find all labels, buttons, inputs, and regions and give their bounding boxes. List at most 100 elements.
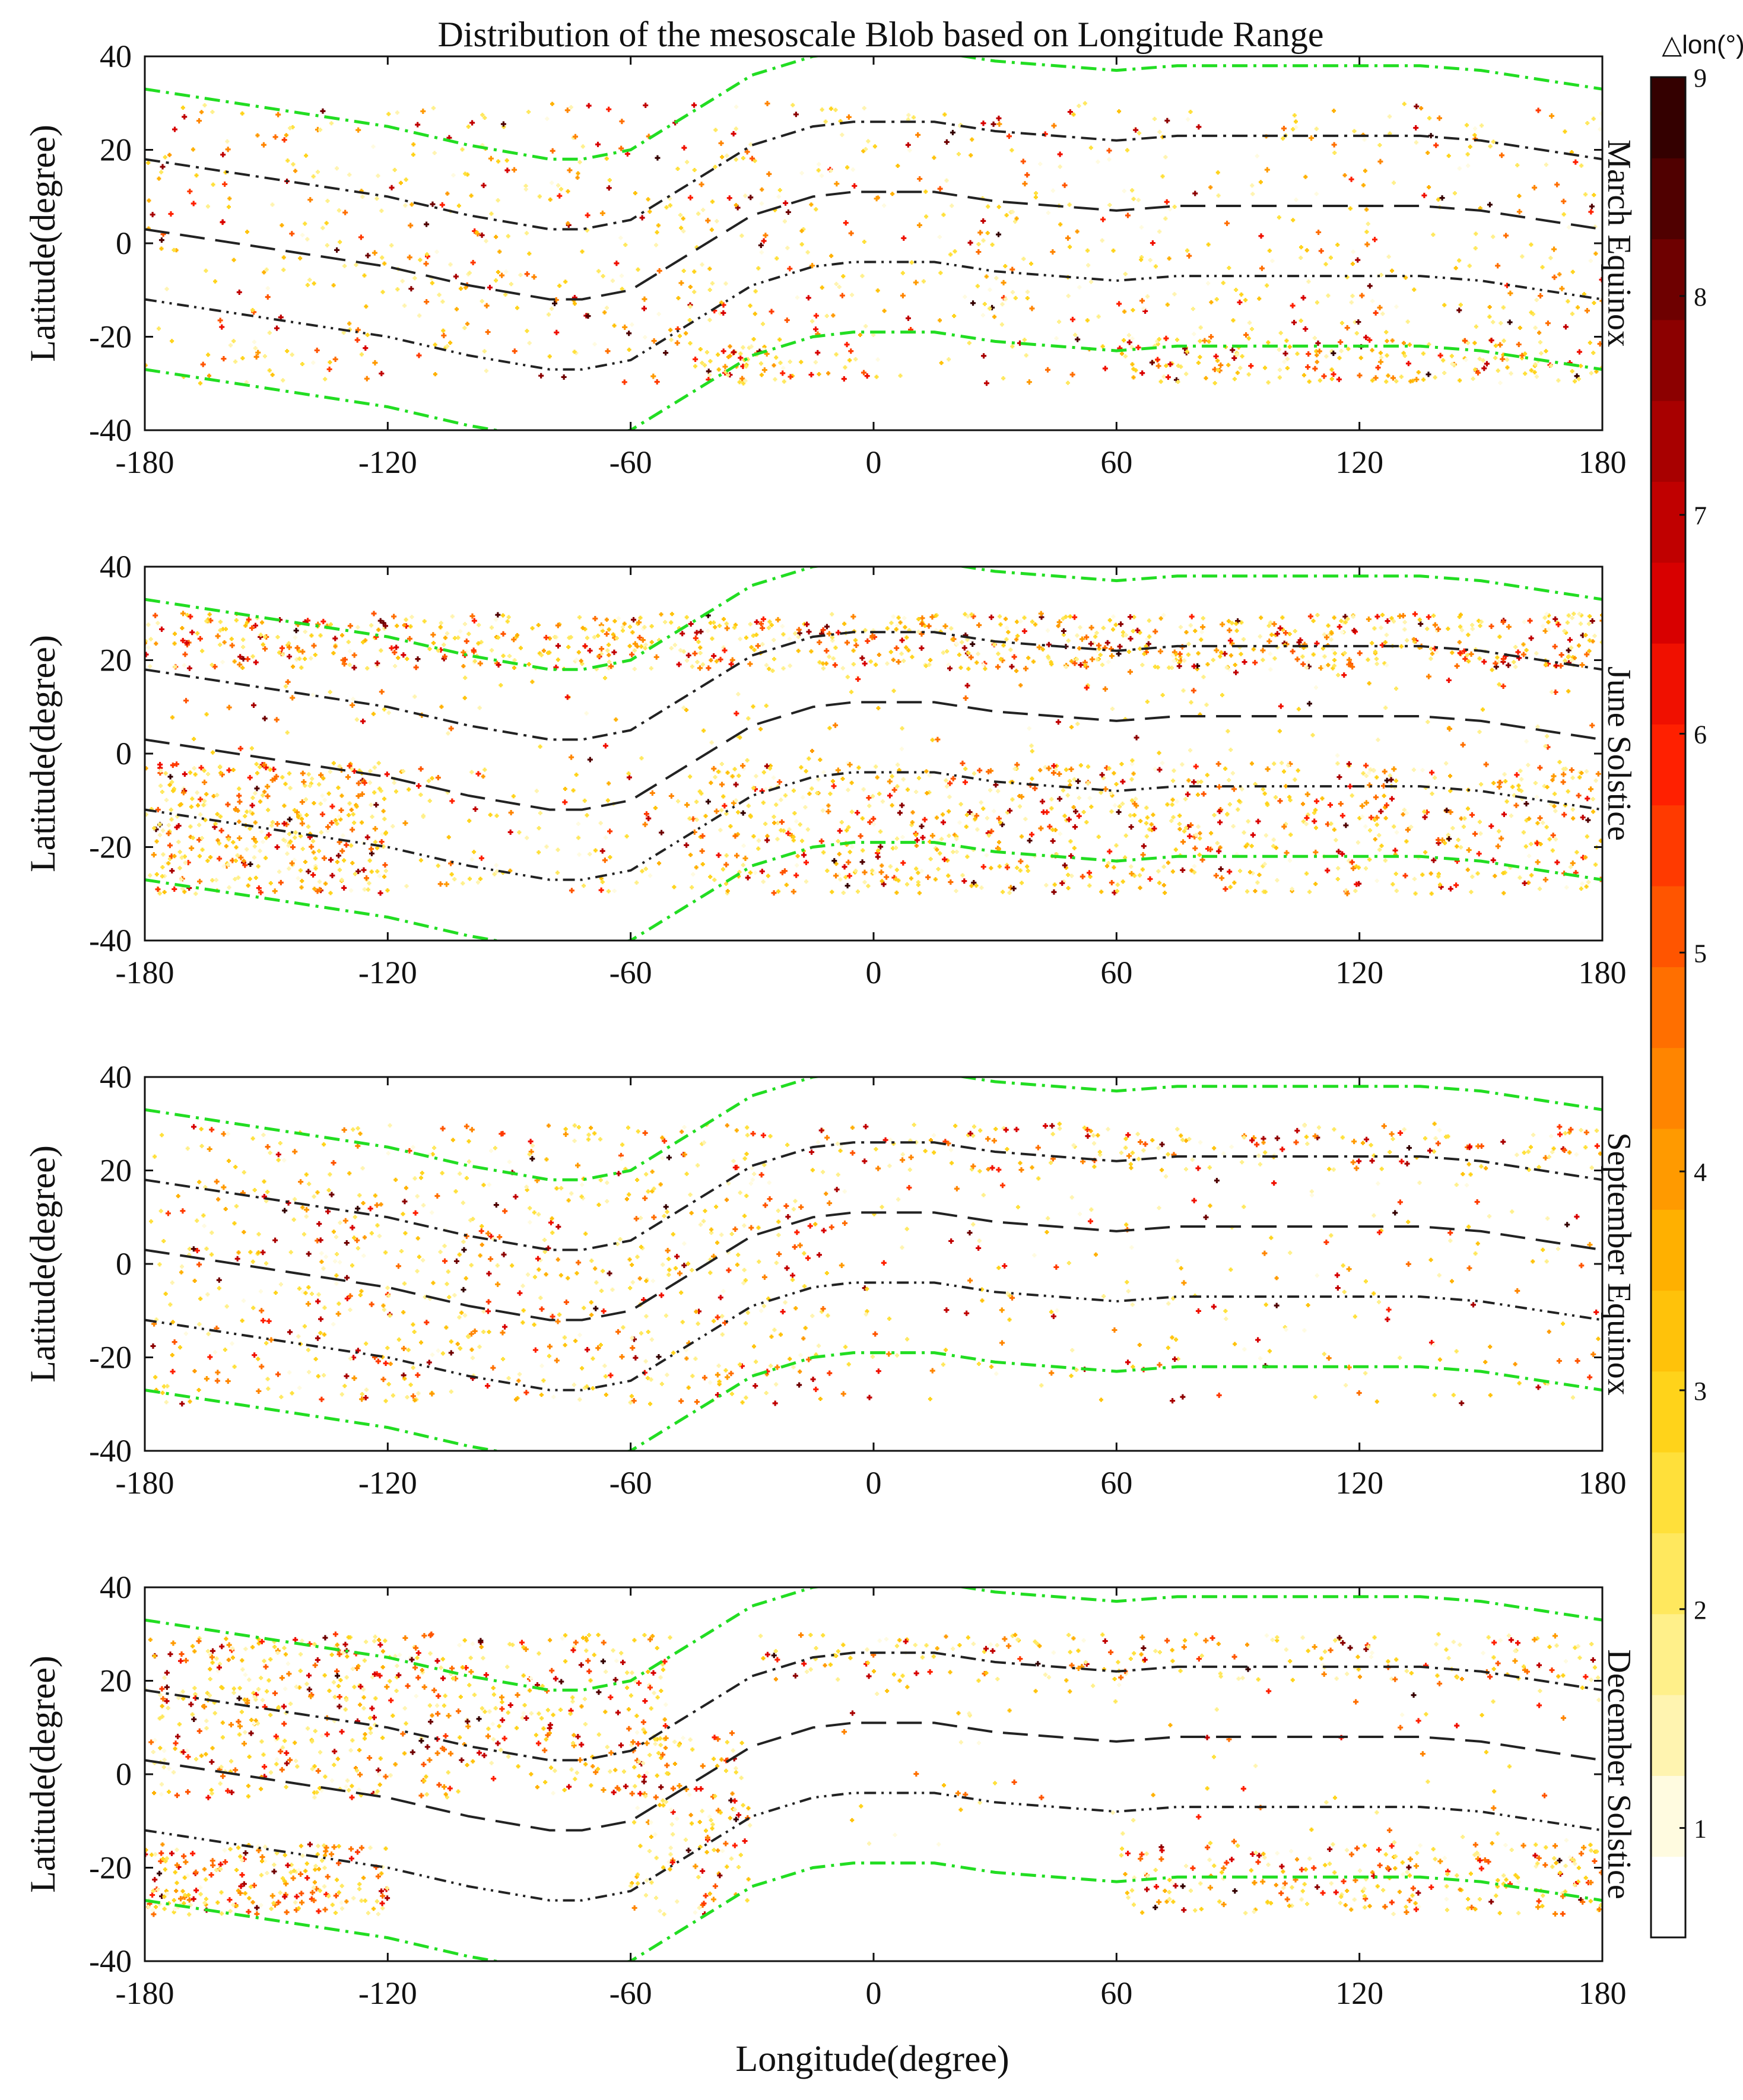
data-point	[499, 683, 503, 688]
data-point	[1263, 1150, 1268, 1155]
data-point	[866, 1394, 872, 1400]
data-point	[1170, 653, 1175, 658]
data-point	[1261, 1140, 1266, 1145]
data-point	[482, 116, 487, 120]
data-point	[315, 1298, 321, 1304]
data-point	[1495, 655, 1500, 660]
data-point	[424, 299, 430, 305]
data-point	[1314, 798, 1320, 804]
data-point	[669, 338, 674, 342]
data-point	[1498, 835, 1504, 841]
data-point	[648, 1402, 653, 1406]
data-point	[966, 666, 971, 671]
data-point	[1517, 1381, 1522, 1386]
data-point	[894, 645, 900, 651]
data-point	[404, 884, 409, 888]
data-point	[163, 771, 168, 776]
data-point	[231, 258, 236, 262]
data-point	[1179, 1266, 1183, 1270]
y-tick-label: -40	[89, 923, 132, 958]
data-point	[347, 763, 353, 769]
data-point	[1171, 658, 1176, 663]
data-point	[447, 1295, 452, 1300]
data-point	[1316, 348, 1322, 354]
data-point	[1170, 802, 1174, 807]
data-point	[369, 1231, 374, 1235]
data-point	[731, 800, 736, 806]
data-point	[1266, 340, 1271, 345]
y-tick-label: 40	[100, 549, 132, 584]
data-point	[459, 1310, 464, 1315]
data-point	[1350, 1159, 1356, 1165]
data-point	[1404, 1161, 1410, 1167]
data-point	[1350, 865, 1356, 871]
data-point	[1515, 1288, 1520, 1294]
data-point	[1031, 659, 1036, 664]
data-point	[700, 662, 705, 667]
data-point	[678, 212, 683, 217]
data-point	[684, 615, 689, 619]
data-point	[1235, 370, 1240, 375]
data-point	[669, 612, 674, 617]
data-point	[1544, 1259, 1549, 1264]
data-point	[259, 1364, 265, 1370]
data-point	[759, 250, 764, 255]
data-point	[1131, 308, 1135, 313]
data-point	[1425, 614, 1431, 620]
data-point	[1092, 1141, 1097, 1146]
data-point	[383, 623, 389, 629]
data-point	[809, 202, 814, 207]
data-point	[1104, 864, 1109, 869]
data-point	[1412, 876, 1417, 881]
data-point	[1589, 1165, 1594, 1170]
data-point	[287, 831, 292, 836]
data-point	[1436, 874, 1441, 879]
data-point	[461, 1240, 466, 1244]
data-point	[1501, 338, 1506, 343]
data-point	[809, 748, 814, 753]
data-point	[164, 287, 169, 291]
data-point	[508, 809, 514, 815]
data-point	[1550, 833, 1556, 838]
data-point	[250, 308, 255, 313]
data-point	[390, 824, 395, 829]
data-point	[1561, 812, 1567, 818]
reference-line	[145, 120, 1602, 231]
data-point	[1075, 722, 1080, 726]
data-point	[779, 828, 783, 833]
data-point	[1255, 154, 1259, 158]
data-point	[698, 347, 703, 351]
data-point	[1250, 871, 1255, 876]
data-point	[1046, 628, 1050, 633]
data-point	[1215, 841, 1220, 846]
data-point	[1300, 654, 1305, 659]
data-point	[227, 205, 231, 209]
data-point	[1313, 849, 1319, 855]
data-point	[1453, 882, 1459, 888]
data-point	[285, 158, 290, 163]
data-point	[160, 865, 165, 869]
data-point	[719, 781, 725, 787]
data-point	[866, 795, 872, 801]
data-point	[759, 1308, 764, 1313]
data-point	[1073, 809, 1079, 815]
data-point	[1529, 242, 1534, 247]
data-point	[1215, 358, 1220, 363]
data-point	[1449, 1279, 1454, 1283]
data-point	[1250, 327, 1255, 332]
data-point	[722, 647, 728, 653]
data-point	[620, 628, 625, 633]
data-point	[461, 664, 466, 669]
data-point	[335, 821, 339, 826]
data-point	[536, 850, 541, 854]
data-point	[740, 1400, 745, 1405]
data-point	[368, 1726, 373, 1731]
data-point	[1529, 368, 1534, 373]
data-point	[947, 795, 952, 799]
data-point	[753, 289, 758, 294]
data-point	[985, 1136, 991, 1142]
data-point	[901, 659, 906, 663]
data-point	[950, 776, 956, 781]
reference-line	[145, 331, 1602, 430]
data-point	[325, 243, 329, 247]
